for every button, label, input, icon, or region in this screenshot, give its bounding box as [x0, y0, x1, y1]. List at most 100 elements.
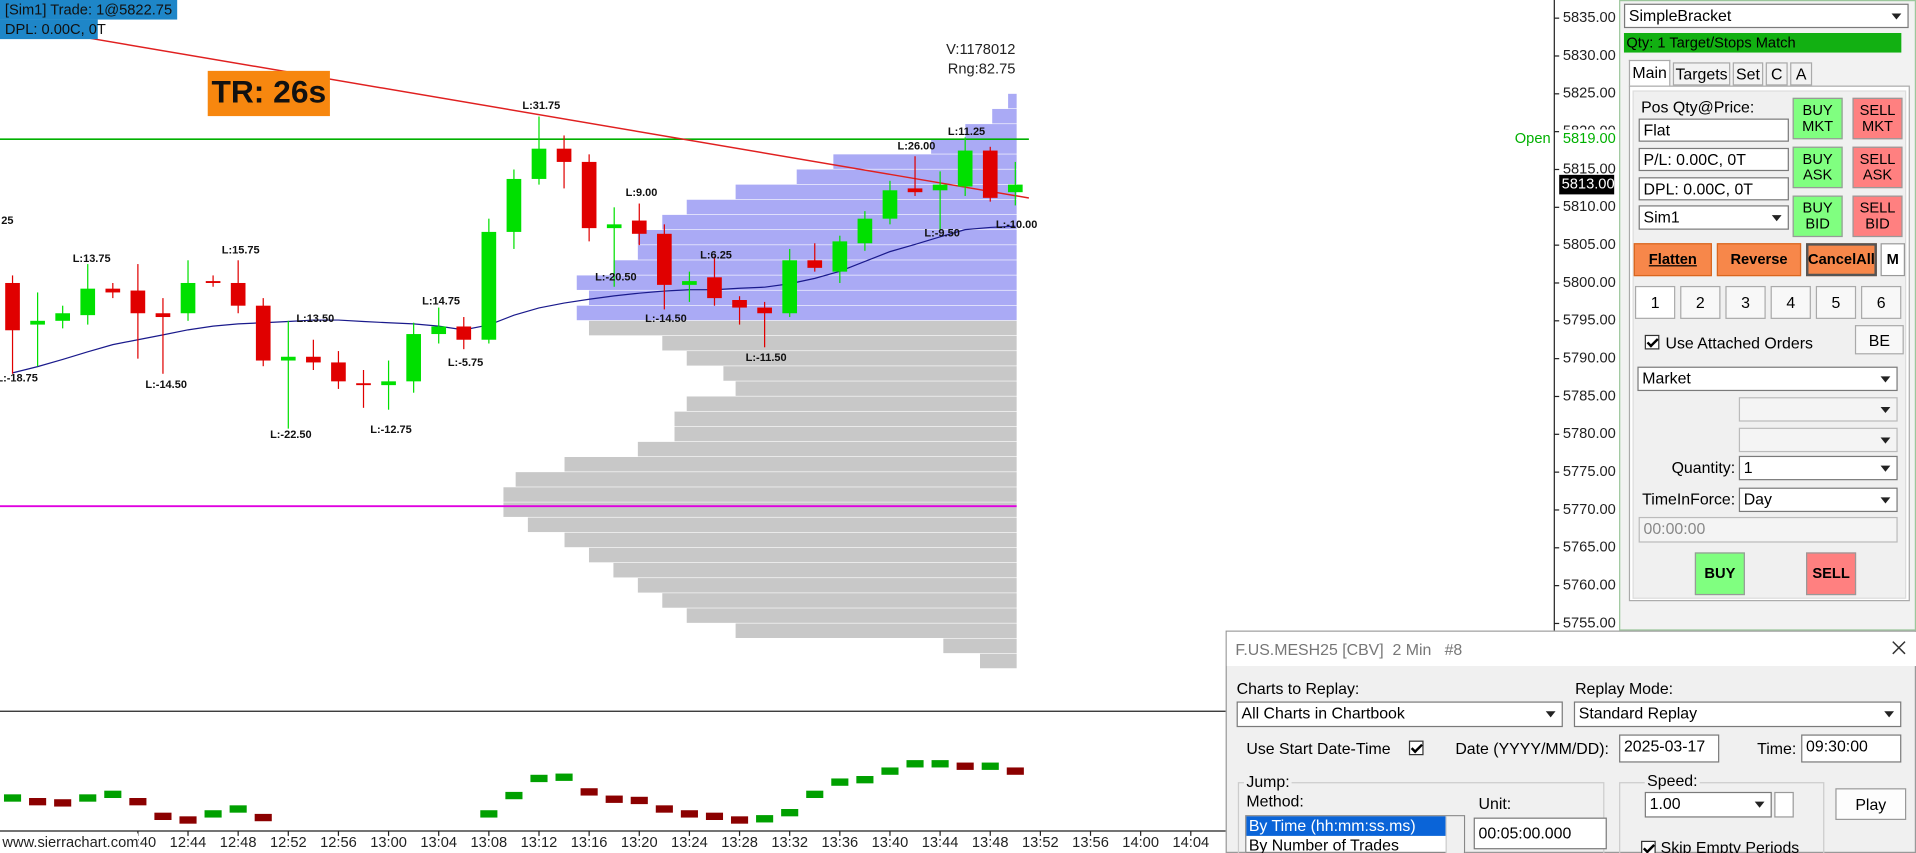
- qty-button[interactable]: 2: [1680, 285, 1721, 319]
- candle-body: [531, 148, 547, 179]
- close-button[interactable]: [1892, 640, 1907, 655]
- candle-body: [832, 241, 848, 272]
- qty-button[interactable]: 4: [1770, 285, 1811, 319]
- be-button[interactable]: BE: [1854, 325, 1904, 355]
- checkbox[interactable]: [1408, 740, 1424, 756]
- charts-select[interactable]: All Charts in Chartbook: [1236, 701, 1563, 728]
- x-tick-label: 13:20: [621, 835, 658, 851]
- y-tick-label: 5775.00: [1563, 464, 1616, 480]
- x-tick-label: 13:36: [821, 835, 858, 851]
- buy-button[interactable]: BUY: [1694, 552, 1745, 596]
- quantity-select[interactable]: 1: [1738, 455, 1898, 481]
- profile-bar: [613, 562, 1017, 578]
- button-label: BUY: [1802, 101, 1833, 119]
- price-series: 25 L:-18.75 L:13.75 L:-14.50 L:15.75 L:-22.50…: [0, 100, 1037, 824]
- sell-bid-button[interactable]: SELL BID: [1852, 195, 1903, 238]
- tab[interactable]: Main: [1628, 59, 1671, 87]
- qty-button[interactable]: 1: [1634, 285, 1676, 319]
- candle-body: [356, 383, 371, 386]
- spinner[interactable]: [1774, 791, 1794, 818]
- watermark-bg: [0, 833, 139, 853]
- profile-bar: [588, 290, 1017, 306]
- sell-button[interactable]: SELL: [1806, 552, 1857, 596]
- trade-info-bg: [0, 19, 98, 40]
- candle-body: [657, 233, 672, 285]
- mode-select[interactable]: Standard Replay: [1573, 701, 1902, 728]
- tab[interactable]: A: [1790, 62, 1813, 86]
- reverse-button[interactable]: Reverse: [1716, 243, 1802, 277]
- level-lines: [0, 138, 1029, 508]
- profile-bar: [637, 578, 1017, 593]
- speed-select[interactable]: 1.00: [1644, 791, 1772, 818]
- method-option[interactable]: By Number of Trades: [1248, 835, 1399, 853]
- button-label: SELL: [1859, 150, 1896, 168]
- study-bar: [680, 810, 698, 818]
- label: Speed:: [1644, 771, 1700, 790]
- method-option[interactable]: By Time (hh:mm:ss.ms): [1246, 816, 1446, 836]
- time-field[interactable]: 09:30:00: [1801, 734, 1902, 763]
- buy-mkt-button[interactable]: BUY MKT: [1792, 97, 1843, 140]
- order-type-select[interactable]: Market: [1637, 366, 1898, 392]
- study-bar: [3, 794, 22, 802]
- buy-ask-button[interactable]: BUY ASK: [1792, 146, 1843, 189]
- dialog-titlebar: [1226, 631, 1916, 667]
- label: Date (YYYY/MM/DD):: [1455, 739, 1609, 758]
- flatten-button[interactable]: Flatten: [1633, 243, 1712, 277]
- x-tick-label: 13:48: [972, 835, 1009, 851]
- swing-label: L:11.25: [948, 126, 985, 138]
- profile-bar: [735, 623, 1017, 638]
- qty-button[interactable]: 5: [1815, 285, 1857, 319]
- profile-bar: [735, 381, 1017, 396]
- candle-body: [180, 282, 196, 314]
- sell-mkt-button[interactable]: SELL MKT: [1852, 97, 1903, 140]
- candle-body: [255, 305, 271, 361]
- swing-label: L:13.50: [296, 313, 334, 325]
- y-tick-label: 5755.00: [1563, 615, 1616, 631]
- open-value-bg: [1559, 129, 1616, 148]
- tif-select[interactable]: Day: [1738, 487, 1898, 513]
- last-price-box: [1559, 174, 1615, 195]
- x-tick-label: 13:24: [671, 835, 708, 851]
- tab[interactable]: C: [1765, 62, 1788, 86]
- study-bar: [79, 794, 97, 802]
- date-field[interactable]: 2025-03-17: [1619, 734, 1720, 763]
- sell-ask-button[interactable]: SELL ASK: [1852, 146, 1903, 189]
- unit-field[interactable]: 00:05:00.000: [1473, 817, 1607, 850]
- account-select[interactable]: Sim1: [1638, 205, 1789, 230]
- candle-body: [331, 362, 346, 382]
- checkbox[interactable]: [1644, 334, 1660, 350]
- profile-bar: [564, 532, 1017, 548]
- y-tick-label: 5765.00: [1563, 540, 1616, 556]
- x-tick-label: 13:40: [872, 835, 909, 851]
- qty-button[interactable]: 3: [1725, 285, 1766, 319]
- button-label: BUY: [1802, 150, 1833, 168]
- x-tick-label: 12:48: [220, 835, 257, 851]
- y-tick-label: 5815.00: [1563, 161, 1616, 177]
- qty-button[interactable]: 6: [1861, 285, 1902, 319]
- swing-label: L:13.75: [73, 253, 111, 265]
- play-button[interactable]: Play: [1835, 788, 1907, 821]
- tab[interactable]: Targets: [1672, 62, 1731, 86]
- profile-bar: [1008, 93, 1017, 109]
- candle-body: [381, 381, 396, 386]
- profile-bar: [943, 638, 1017, 654]
- study-bar: [981, 762, 999, 770]
- checkbox[interactable]: [1641, 840, 1656, 853]
- label: Skip Empty Periods: [1660, 838, 1800, 853]
- strategy-select[interactable]: SimpleBracket: [1623, 3, 1909, 29]
- study-bar: [781, 809, 799, 817]
- tab[interactable]: Set: [1732, 62, 1764, 86]
- x-tick-label: 12:52: [270, 835, 307, 851]
- y-tick-label: 5810.00: [1563, 199, 1616, 215]
- cancel-all-button[interactable]: CancelAll: [1806, 243, 1877, 277]
- m-button[interactable]: M: [1880, 243, 1906, 277]
- dpl-field: DPL: 0.00C, 0T: [1638, 177, 1789, 201]
- disabled-select: [1738, 427, 1898, 453]
- y-tick-label: 5780.00: [1563, 426, 1616, 442]
- buy-bid-button[interactable]: BUY BID: [1792, 195, 1843, 238]
- scrollbar[interactable]: [1445, 816, 1464, 853]
- swing-label: L:6.25: [700, 249, 732, 261]
- y-tick-label: 5835.00: [1563, 10, 1616, 26]
- study-bar: [831, 778, 849, 786]
